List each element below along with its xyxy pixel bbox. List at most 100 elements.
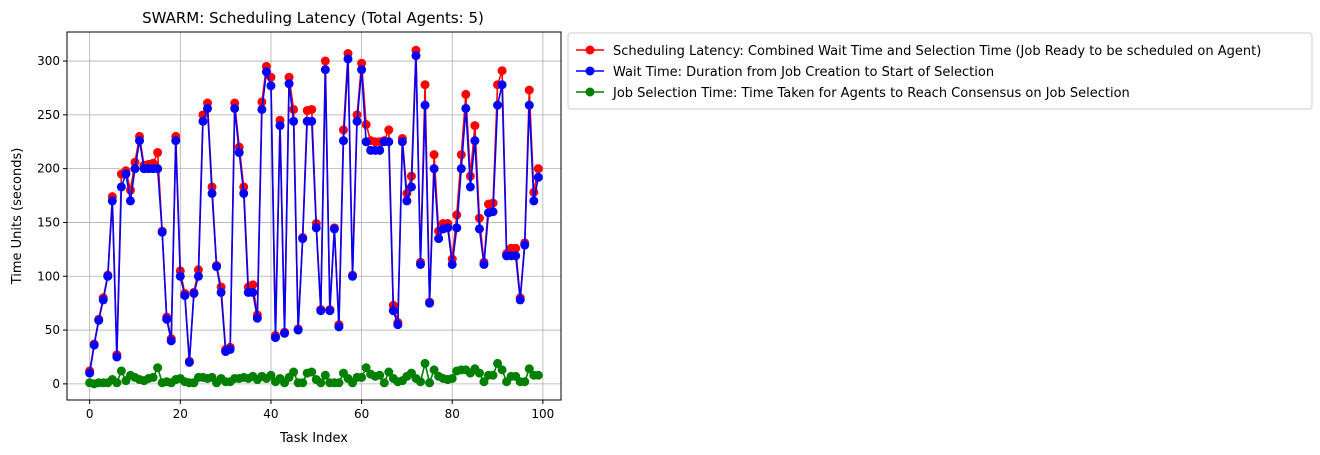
- data-point: [524, 100, 534, 110]
- data-point: [529, 196, 539, 206]
- data-point: [416, 259, 426, 269]
- data-point: [189, 288, 199, 298]
- data-point: [175, 271, 185, 281]
- data-point: [202, 103, 212, 113]
- data-point: [289, 367, 299, 377]
- data-point: [429, 150, 439, 160]
- series-0: [85, 45, 543, 376]
- data-point: [298, 378, 308, 388]
- plot-frame: [66, 31, 562, 401]
- data-point: [474, 368, 484, 378]
- data-point: [320, 370, 330, 380]
- data-point: [343, 54, 353, 64]
- data-point: [361, 120, 371, 130]
- data-point: [103, 271, 113, 281]
- series-2: [85, 358, 543, 389]
- data-point: [94, 315, 104, 325]
- data-point: [153, 148, 163, 158]
- legend-marker: [585, 66, 595, 76]
- y-axis-label: Time Units (seconds): [10, 148, 25, 286]
- legend-marker: [585, 87, 595, 97]
- data-point: [493, 100, 503, 110]
- data-point: [248, 280, 258, 290]
- data-point: [456, 164, 466, 174]
- data-point: [289, 104, 299, 114]
- data-point: [198, 116, 208, 126]
- legend-entry-2: Job Selection Time: Time Taken for Agent…: [576, 86, 1130, 101]
- data-point: [230, 103, 240, 113]
- data-point: [533, 370, 543, 380]
- data-point: [180, 291, 190, 301]
- data-point: [511, 243, 521, 253]
- data-point: [497, 66, 507, 76]
- data-point: [357, 58, 367, 68]
- data-point: [338, 136, 348, 146]
- data-point: [252, 313, 262, 323]
- data-point: [248, 287, 258, 297]
- data-point: [470, 121, 480, 131]
- data-point: [434, 234, 444, 244]
- series-layer: [85, 45, 543, 389]
- x-tick-label: 20: [173, 407, 188, 421]
- data-point: [284, 79, 294, 89]
- data-point: [225, 344, 235, 354]
- y-tick-label: 150: [37, 215, 60, 229]
- data-point: [420, 100, 430, 110]
- data-point: [524, 364, 534, 374]
- data-point: [325, 306, 335, 316]
- data-point: [520, 240, 530, 250]
- data-point: [112, 352, 122, 362]
- data-point: [384, 125, 394, 135]
- data-point: [116, 182, 126, 192]
- data-point: [234, 148, 244, 158]
- data-point: [348, 271, 358, 281]
- data-point: [393, 320, 403, 330]
- data-point: [316, 378, 326, 388]
- data-point: [411, 51, 421, 61]
- data-point: [329, 224, 339, 234]
- data-point: [461, 103, 471, 113]
- data-point: [334, 378, 344, 388]
- y-tick-label: 200: [37, 162, 60, 176]
- data-point: [452, 223, 462, 233]
- data-point: [361, 137, 371, 147]
- data-point: [239, 188, 249, 198]
- data-point: [479, 259, 489, 269]
- legend-label: Scheduling Latency: Combined Wait Time a…: [613, 44, 1261, 59]
- data-point: [402, 196, 412, 206]
- data-point: [216, 287, 226, 297]
- data-point: [511, 251, 521, 261]
- data-point: [212, 262, 222, 272]
- data-point: [162, 314, 172, 324]
- data-point: [443, 223, 453, 233]
- x-tick-label: 0: [86, 407, 94, 421]
- data-point: [524, 85, 534, 95]
- data-point: [166, 336, 176, 346]
- data-point: [284, 72, 294, 82]
- ticks: 0 20 40 60 80 100 0 50 100 150 200 250 300: [37, 54, 554, 421]
- data-point: [357, 65, 367, 75]
- data-point: [270, 333, 280, 343]
- data-point: [311, 223, 321, 233]
- data-point: [425, 378, 435, 388]
- data-point: [470, 136, 480, 146]
- data-point: [406, 182, 416, 192]
- data-point: [275, 121, 285, 131]
- data-point: [116, 366, 126, 376]
- data-point: [112, 378, 122, 388]
- data-point: [479, 377, 489, 387]
- data-point: [184, 357, 194, 367]
- data-point: [488, 207, 498, 217]
- data-point: [497, 80, 507, 90]
- data-point: [497, 365, 507, 375]
- data-point: [420, 80, 430, 90]
- data-point: [533, 164, 543, 174]
- data-point: [384, 137, 394, 147]
- data-point: [261, 67, 271, 77]
- data-point: [375, 145, 385, 155]
- data-point: [135, 136, 145, 146]
- data-point: [461, 89, 471, 99]
- data-point: [266, 370, 276, 380]
- data-point: [148, 372, 158, 382]
- x-tick-label: 100: [531, 407, 554, 421]
